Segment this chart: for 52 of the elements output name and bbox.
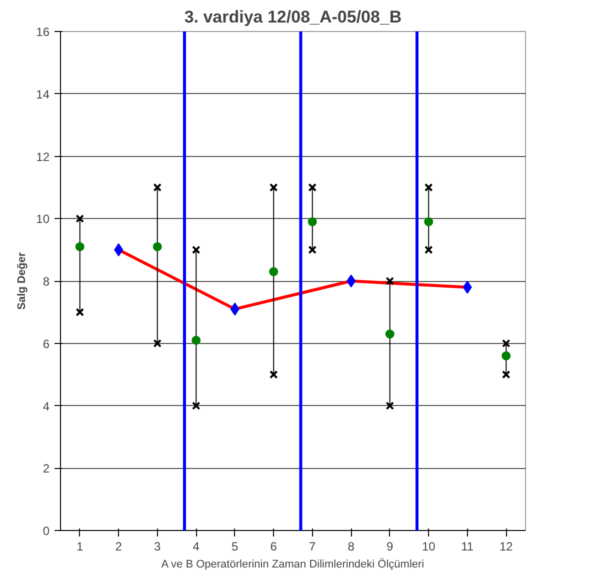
point (346, 274, 356, 288)
point (192, 336, 201, 345)
point (502, 370, 510, 379)
point (502, 339, 510, 348)
x-tick-label: 12 (499, 540, 514, 554)
y-tick-label: 8 (42, 274, 50, 288)
point (152, 242, 162, 252)
x-tick-label: 6 (270, 540, 278, 554)
point (192, 402, 200, 410)
y-tick-label: 12 (36, 150, 50, 164)
y-tick-label: 6 (42, 336, 50, 351)
y-tick-label: 16 (36, 25, 50, 39)
point (76, 308, 84, 316)
y-tick-label: 10 (36, 212, 50, 226)
x-tick-label: 9 (386, 540, 394, 554)
x-tick-label: 3 (154, 540, 162, 554)
point (385, 330, 394, 339)
point (192, 246, 200, 254)
point (308, 246, 317, 254)
point (114, 243, 124, 256)
y-tick-label: 14 (36, 87, 50, 102)
point (308, 217, 317, 226)
point (153, 339, 162, 348)
point (462, 280, 472, 294)
x-tick-label: 1 (76, 540, 84, 554)
point (75, 242, 84, 252)
y-axis-title: Salg Değer (16, 252, 28, 310)
x-tick-label: 8 (348, 540, 355, 554)
x-tick-label: 2 (115, 540, 122, 554)
point (269, 370, 278, 379)
point (386, 402, 394, 410)
x-tick-label: 7 (309, 540, 316, 554)
point (424, 246, 433, 254)
point (269, 183, 278, 192)
point (502, 351, 511, 360)
point (269, 267, 278, 276)
point (153, 183, 162, 192)
point (424, 217, 434, 226)
point (76, 214, 84, 223)
x-axis-title: A ve B Operatörlerinin Zaman Dilimlerindeki Ölçümleri (161, 558, 424, 570)
point (230, 302, 240, 316)
y-tick-label: 0 (42, 524, 50, 538)
point (424, 183, 433, 192)
y-tick-label: 4 (42, 399, 50, 414)
x-tick-label: 4 (192, 540, 200, 554)
x-tick-label: 11 (461, 540, 474, 554)
x-tick-label: 10 (422, 540, 436, 554)
point (386, 276, 394, 286)
x-tick-label: 5 (232, 540, 239, 554)
chart-title: 3. vardiya 12/08_A-05/08_B (184, 8, 402, 26)
point (308, 183, 317, 192)
y-tick-label: 2 (42, 462, 50, 476)
